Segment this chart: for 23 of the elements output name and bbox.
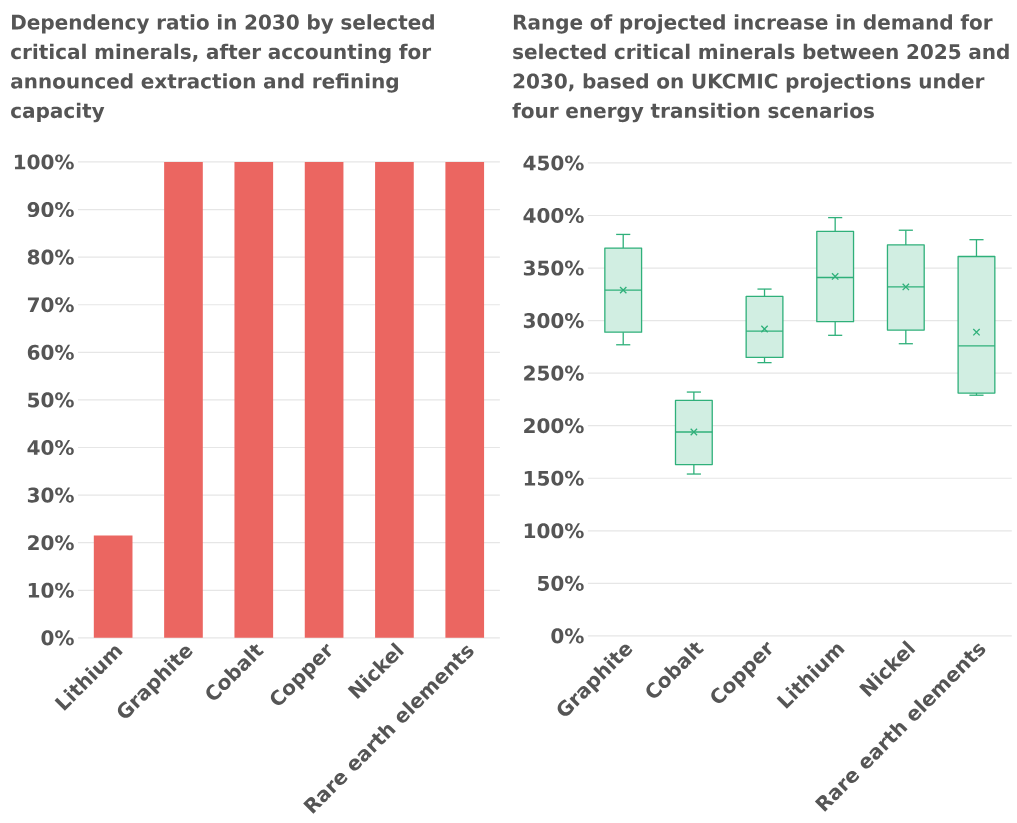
y-tick-label: 250%	[524, 365, 584, 381]
y-tick-label: 0%	[41, 630, 74, 646]
y-tick-label: 450%	[523, 155, 584, 171]
y-tick-label: 100%	[14, 154, 74, 170]
chart-title: Dependency ratio in 2030 by selected critical minerals, after accounting for announced extraction and refining capacity	[11, 14, 434, 123]
chart-title: Range of projected increase in demand for selected critical minerals between 2025 and 2030, based on UKCMIC projections under four energy transition scenarios	[512, 14, 1009, 123]
y-tick-label: 40%	[27, 440, 74, 456]
y-tick-label: 300%	[523, 313, 584, 329]
y-tick-label: 70%	[27, 297, 74, 313]
y-tick-label: 30%	[27, 487, 74, 503]
y-tick-label: 100%	[524, 523, 584, 539]
y-tick-label: 50%	[538, 575, 584, 591]
y-tick-label: 10%	[28, 582, 74, 598]
y-tick-label: 60%	[27, 344, 74, 360]
y-tick-label: 50%	[28, 392, 74, 408]
y-tick-label: 350%	[523, 260, 584, 276]
y-tick-label: 20%	[28, 535, 74, 551]
y-tick-label: 80%	[27, 249, 74, 265]
y-tick-label: 400%	[523, 208, 584, 224]
y-tick-label: 200%	[524, 418, 584, 434]
y-tick-label: 0%	[551, 628, 584, 644]
y-tick-label: 90%	[27, 202, 74, 218]
y-tick-label: 150%	[524, 470, 584, 486]
